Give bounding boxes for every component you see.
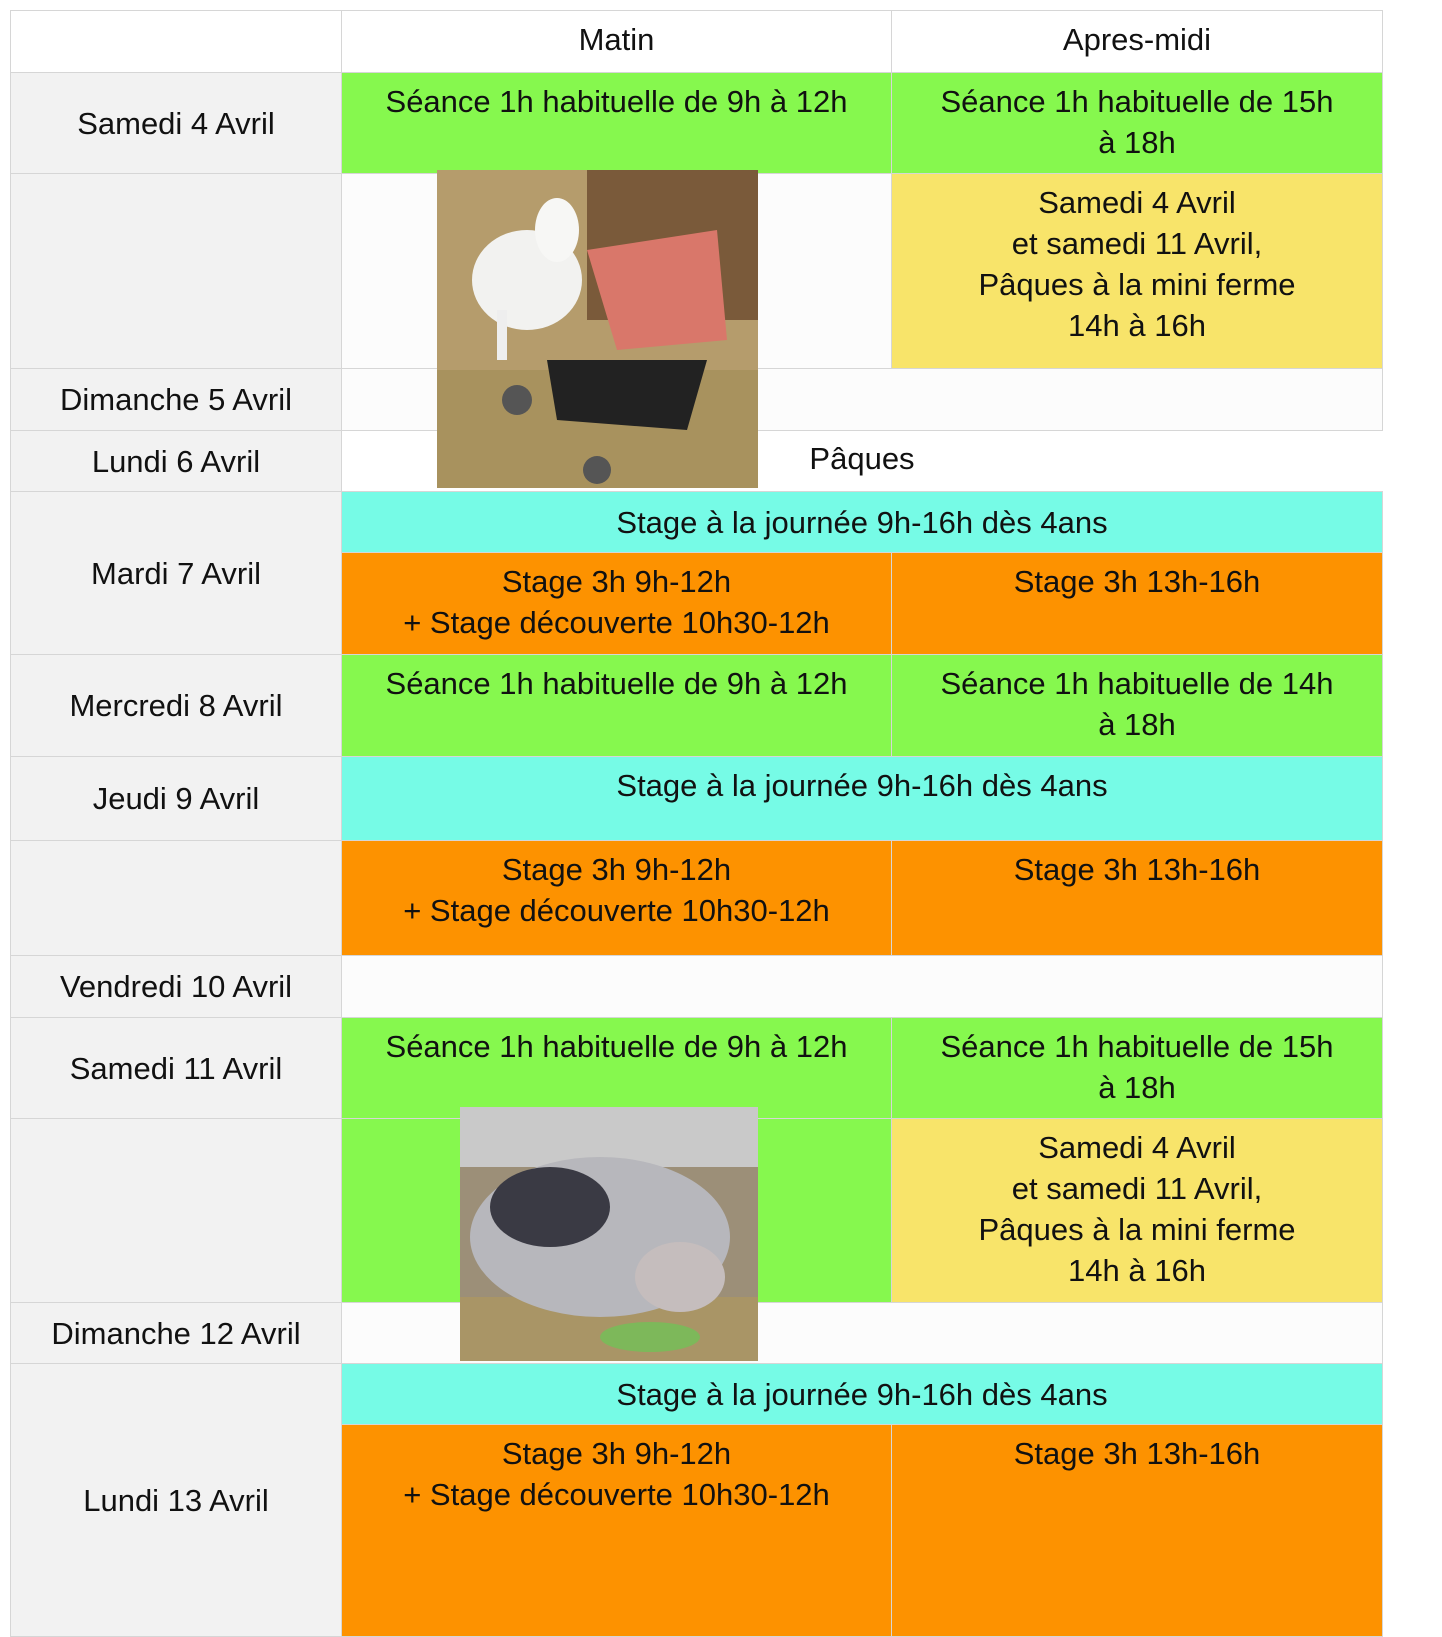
corner-cell	[10, 10, 342, 73]
activity-cell: Stage 3h 13h-16h	[891, 840, 1383, 956]
pig-illustration	[460, 1107, 758, 1361]
day-label: Samedi 11 Avril	[10, 1017, 342, 1119]
activity-cell: Stage à la journée 9h-16h dès 4ans	[341, 756, 1383, 841]
day-label-empty	[10, 1118, 342, 1303]
activity-cell: Séance 1h habituelle de 15h à 18h	[891, 1017, 1383, 1119]
activity-cell: Stage 3h 9h-12h + Stage découverte 10h30…	[341, 552, 892, 655]
activity-cell: Stage 3h 13h-16h	[891, 552, 1383, 655]
day-label: Lundi 13 Avril	[10, 1363, 342, 1637]
activity-cell: Stage 3h 13h-16h	[891, 1424, 1383, 1637]
day-label: Dimanche 12 Avril	[10, 1302, 342, 1364]
day-label: Samedi 4 Avril	[10, 72, 342, 174]
day-label: Lundi 6 Avril	[10, 430, 342, 492]
activity-cell: Pâques	[809, 441, 915, 476]
column-header: Matin	[341, 10, 892, 73]
goat-photo	[437, 170, 758, 488]
day-label: Mardi 7 Avril	[10, 491, 342, 655]
day-label: Dimanche 5 Avril	[10, 368, 342, 431]
day-label: Vendredi 10 Avril	[10, 955, 342, 1018]
column-header: Apres-midi	[891, 10, 1383, 73]
activity-cell: Samedi 4 Avril et samedi 11 Avril, Pâque…	[891, 173, 1383, 369]
activity-cell: Stage 3h 9h-12h + Stage découverte 10h30…	[341, 840, 892, 956]
activity-cell: Stage 3h 9h-12h + Stage découverte 10h30…	[341, 1424, 892, 1637]
day-label: Jeudi 9 Avril	[10, 756, 342, 841]
activity-cell: Séance 1h habituelle de 9h à 12h	[341, 1017, 892, 1119]
activity-cell: Stage à la journée 9h-16h dès 4ans	[341, 491, 1383, 553]
empty-cell	[341, 955, 1383, 1018]
activity-cell: Samedi 4 Avril et samedi 11 Avril, Pâque…	[891, 1118, 1383, 1303]
day-label-empty	[10, 840, 342, 956]
day-label-empty	[10, 173, 342, 369]
activity-cell: Séance 1h habituelle de 15h à 18h	[891, 72, 1383, 174]
activity-cell: Séance 1h habituelle de 9h à 12h	[341, 72, 892, 174]
activity-cell: Stage à la journée 9h-16h dès 4ans	[341, 1363, 1383, 1425]
activity-cell: Séance 1h habituelle de 9h à 12h	[341, 654, 892, 757]
day-label: Mercredi 8 Avril	[10, 654, 342, 757]
goat-illustration	[437, 170, 758, 488]
activity-cell: Séance 1h habituelle de 14h à 18h	[891, 654, 1383, 757]
pig-photo	[460, 1107, 758, 1361]
